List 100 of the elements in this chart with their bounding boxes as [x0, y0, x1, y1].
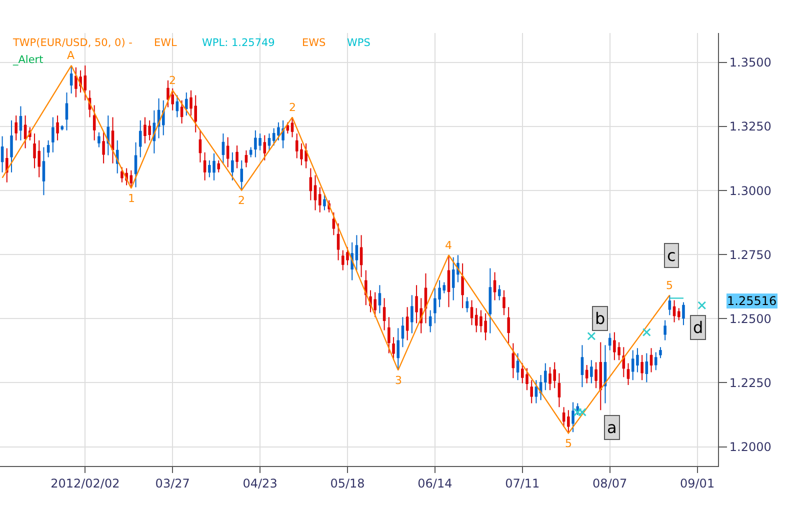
annotation: EWS: [302, 37, 326, 49]
candlestick: [502, 290, 506, 316]
candlestick: [323, 194, 326, 211]
candlestick: [626, 362, 630, 386]
candlestick: [572, 402, 574, 433]
candlestick: [162, 100, 165, 136]
annotation: WPL: 1.25749: [202, 37, 275, 49]
candlestick: [672, 300, 676, 323]
candlestick: [6, 148, 8, 183]
point: [698, 301, 706, 310]
candlestick: [42, 146, 46, 196]
annotation: _Alert: [12, 54, 44, 66]
candlestick: [355, 234, 358, 271]
candlestick: [544, 362, 547, 391]
candlestick: [378, 284, 382, 314]
candlestick: [668, 294, 672, 316]
annotation: 3: [395, 374, 402, 387]
candlestick: [682, 302, 685, 326]
x-tick-label: 07/11: [505, 476, 540, 490]
candlestick: [14, 115, 18, 141]
candlestick: [249, 146, 252, 158]
annotation: 2: [169, 74, 176, 87]
y-tick-label: 1.3250: [729, 120, 772, 134]
candlestick: [111, 116, 114, 164]
candlestick: [332, 212, 336, 236]
candlestick: [217, 160, 220, 173]
y-tick-label: 1.3500: [729, 56, 772, 70]
candlestick: [222, 132, 225, 164]
annotation: 5: [666, 279, 673, 292]
candlestick: [410, 294, 414, 334]
candlestick: [580, 344, 584, 388]
candlestick: [585, 364, 588, 384]
x-tick-label: 04/23: [242, 476, 278, 490]
candlestick: [198, 130, 202, 163]
candlestick: [60, 124, 64, 131]
y-tick-label: 1.2250: [729, 376, 772, 390]
candlestick: [567, 410, 570, 434]
candlestick: [203, 152, 206, 181]
candlestick: [382, 298, 386, 331]
annotation: d: [693, 318, 704, 337]
candlestick: [631, 350, 634, 381]
annotation: 4: [445, 239, 452, 252]
x-tick-label: 09/01: [680, 476, 715, 490]
candlestick: [498, 284, 501, 301]
x-tick-label: 06/14: [418, 476, 452, 490]
candlestick: [507, 306, 510, 344]
candlestick: [116, 140, 119, 174]
candlestick: [594, 362, 598, 389]
candlestick: [516, 352, 520, 381]
candlestick: [98, 132, 100, 148]
x-tick-label: 03/27: [155, 476, 190, 490]
candlestick: [392, 336, 395, 361]
candlestick: [452, 256, 455, 301]
candlestick: [664, 320, 666, 341]
x-tick-label: 05/18: [330, 476, 365, 490]
candlestick: [636, 348, 639, 373]
annotation: WPS: [347, 37, 371, 49]
annotation: A: [67, 49, 75, 62]
candlestick: [470, 300, 474, 326]
annotation: c: [667, 246, 676, 265]
candlestick: [244, 150, 248, 168]
candlestick: [424, 272, 428, 324]
candlestick: [512, 342, 515, 379]
candlestick: [677, 308, 680, 321]
candlestick: [493, 272, 496, 301]
candlestick: [447, 254, 450, 308]
candlestick: [56, 115, 59, 141]
candlestick: [530, 380, 533, 404]
annotation: a: [607, 418, 617, 437]
candlestick: [622, 346, 626, 378]
point: [642, 328, 651, 337]
candlestick: [442, 282, 446, 294]
annotation: TWP(EUR/USD, 50, 0) -: [12, 37, 133, 49]
candlestick: [364, 270, 368, 306]
candlestick: [65, 92, 68, 131]
candlestick: [268, 132, 271, 151]
candlestick: [336, 222, 340, 261]
candlestick: [0, 136, 4, 173]
candlestick: [106, 115, 110, 156]
candlestick: [388, 316, 390, 354]
candlestick: [92, 104, 96, 141]
candlestick: [604, 344, 607, 404]
candlestick: [185, 92, 188, 116]
candlestick: [428, 310, 432, 333]
candlestick: [263, 134, 266, 161]
candlestick: [415, 284, 418, 324]
candlestick: [231, 152, 234, 181]
y-tick-label: 1.2500: [729, 312, 772, 326]
candlestick: [84, 65, 87, 101]
candlestick: [46, 140, 50, 158]
candlestick: [226, 136, 230, 168]
text: 1.25516: [727, 294, 777, 308]
candlestick: [134, 142, 138, 188]
candlestick: [534, 380, 538, 404]
candlestick: [240, 160, 244, 191]
candlestick: [599, 342, 602, 411]
candlestick: [180, 100, 184, 124]
candlestick: [590, 360, 593, 384]
candlestick: [654, 352, 658, 371]
candlestick: [461, 262, 464, 309]
